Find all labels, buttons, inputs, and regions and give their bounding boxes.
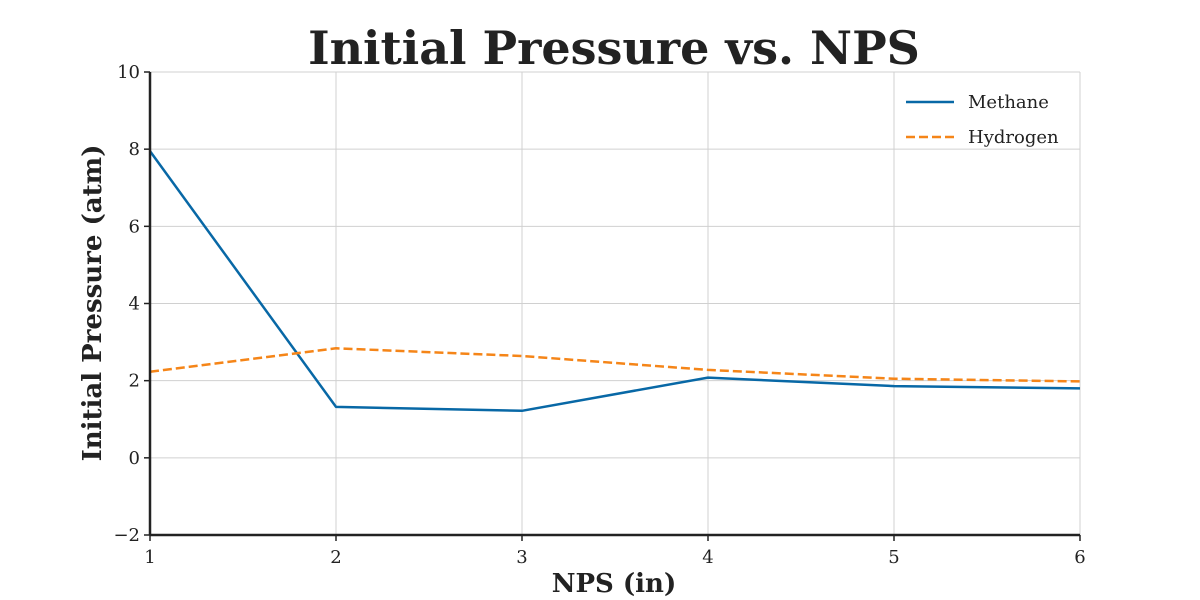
x-tick-label: 1 (144, 547, 155, 568)
x-axis-label: NPS (in) (552, 569, 677, 599)
x-tick-label: 2 (330, 547, 341, 568)
chart-title: Initial Pressure vs. NPS (308, 21, 920, 75)
x-tick-label: 5 (888, 547, 899, 568)
x-tick-label: 3 (516, 547, 527, 568)
grid-lines (149, 71, 1081, 536)
y-tick-label: 4 (129, 294, 140, 315)
series-line-methane (148, 150, 1081, 413)
y-axis-label: Initial Pressure (atm) (78, 145, 108, 462)
legend: Methane Hydrogen (906, 92, 1059, 148)
x-tick-label: 4 (702, 547, 713, 568)
series-layer (148, 150, 1081, 413)
ticks: 1 2 3 4 5 6 −2 0 2 4 6 8 10 (113, 62, 1085, 568)
series-line-hydrogen (149, 347, 1081, 383)
y-tick-label: 0 (129, 448, 140, 469)
y-tick-label: 10 (117, 62, 140, 83)
legend-label-hydrogen: Hydrogen (968, 127, 1059, 148)
x-tick-label: 6 (1074, 547, 1085, 568)
y-tick-label: 2 (129, 371, 140, 392)
legend-label-methane: Methane (968, 92, 1049, 113)
y-tick-label: −2 (113, 525, 140, 546)
y-tick-label: 8 (129, 139, 140, 160)
y-tick-label: 6 (129, 216, 140, 237)
